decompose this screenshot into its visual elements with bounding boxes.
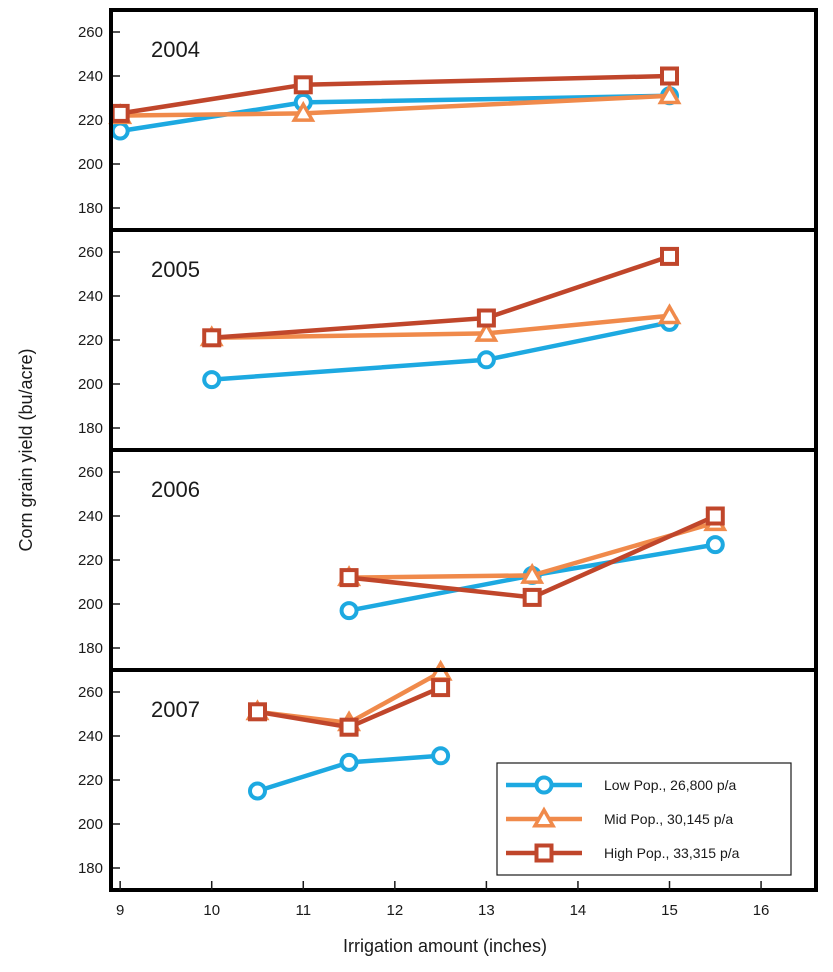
data-point-2006-0-0 <box>339 601 359 621</box>
y-tick-label-2004-240: 240 <box>78 68 103 85</box>
data-point-2007-2-2 <box>431 678 451 698</box>
panel-2004: 180 200 220 240 260 2004 <box>78 24 682 217</box>
legend: Low Pop., 26,800 p/a Mid Pop., 30,145 p/a… <box>496 762 792 876</box>
y-tick-label-2004-220: 220 <box>78 112 103 129</box>
panel-year-label-2005: 2005 <box>151 257 200 282</box>
y-tick-label-2007-180: 180 <box>78 860 103 877</box>
series-2005-0 <box>202 312 680 390</box>
x-axis: 9 10 11 12 13 14 15 16 <box>116 881 769 919</box>
data-point-2004-1-1 <box>291 100 316 122</box>
series-2005-1 <box>199 303 682 347</box>
data-point-2006-2-1 <box>522 587 542 607</box>
data-point-2004-2-0 <box>110 103 130 123</box>
series-2005-2 <box>202 246 680 348</box>
legend-entry-2: High Pop., 33,315 p/a <box>506 843 740 863</box>
data-point-2007-0-2 <box>431 746 451 766</box>
y-tick-label-2004-200: 200 <box>78 156 103 173</box>
y-tick-label-2006-220: 220 <box>78 552 103 569</box>
legend-marker-0 <box>534 775 554 795</box>
panel-frame-0 <box>109 8 818 232</box>
y-tick-label-2006-180: 180 <box>78 640 103 657</box>
data-point-2005-0-0 <box>202 370 222 390</box>
data-point-2005-1-1 <box>474 320 499 342</box>
x-tick-label-16: 16 <box>753 902 770 919</box>
data-point-2006-1-1 <box>520 562 545 584</box>
y-tick-label-2006-200: 200 <box>78 596 103 613</box>
y-tick-label-2004-260: 260 <box>78 24 103 41</box>
panels-layer: 1802002202402602004180200220240260200518… <box>78 24 728 877</box>
y-tick-label-2005-180: 180 <box>78 420 103 437</box>
data-point-2005-1-2 <box>657 303 682 325</box>
legend-marker-1 <box>531 806 557 828</box>
y-tick-label-2007-220: 220 <box>78 772 103 789</box>
y-tick-label-2005-200: 200 <box>78 376 103 393</box>
frame-layer <box>109 8 818 892</box>
legend-marker-2 <box>534 843 554 863</box>
panel-year-label-2006: 2006 <box>151 477 200 502</box>
y-tick-label-2007-260: 260 <box>78 684 103 701</box>
y-tick-label-2004-180: 180 <box>78 200 103 217</box>
panel-2006: 180 200 220 240 260 2006 <box>78 464 728 657</box>
x-tick-label-12: 12 <box>386 902 403 919</box>
x-axis-title: Irrigation amount (inches) <box>343 936 547 956</box>
legend-label-0: Low Pop., 26,800 p/a <box>604 777 737 793</box>
data-point-2007-2-1 <box>339 717 359 737</box>
data-point-2004-2-1 <box>293 75 313 95</box>
panel-2007: 180 200 220 240 260 2007 <box>78 659 453 877</box>
data-point-2005-0-1 <box>476 350 496 370</box>
data-point-2005-2-1 <box>476 308 496 328</box>
series-2007-2 <box>247 678 451 737</box>
series-line-2006-2 <box>346 513 718 600</box>
data-point-2004-2-2 <box>660 66 680 86</box>
x-tick-label-13: 13 <box>478 902 495 919</box>
data-point-2007-0-1 <box>339 752 359 772</box>
series-2004-2 <box>110 66 680 123</box>
series-2006-1 <box>337 510 728 587</box>
y-tick-label-2005-260: 260 <box>78 244 103 261</box>
data-point-2006-0-2 <box>705 535 725 555</box>
y-tick-label-2007-200: 200 <box>78 816 103 833</box>
y-tick-label-2005-220: 220 <box>78 332 103 349</box>
legend-label-1: Mid Pop., 30,145 p/a <box>604 811 733 827</box>
x-tick-label-14: 14 <box>570 902 587 919</box>
panel-year-label-2004: 2004 <box>151 37 200 62</box>
panel-frame-3 <box>109 668 818 892</box>
data-point-2004-1-2 <box>657 83 682 105</box>
y-tick-label-2006-240: 240 <box>78 508 103 525</box>
data-point-2006-2-2 <box>705 506 725 526</box>
x-tick-label-11: 11 <box>295 902 311 919</box>
series-line-2005-2 <box>209 254 672 341</box>
y-tick-label-2007-240: 240 <box>78 728 103 745</box>
legend-entry-1: Mid Pop., 30,145 p/a <box>506 806 733 828</box>
data-point-2007-0-0 <box>247 781 267 801</box>
x-tick-label-15: 15 <box>661 902 678 919</box>
legend-label-2: High Pop., 33,315 p/a <box>604 845 740 861</box>
panel-frame-2 <box>109 448 818 672</box>
series-2007-0 <box>247 746 451 801</box>
data-point-2007-2-0 <box>247 702 267 722</box>
data-point-2006-2-0 <box>339 568 359 588</box>
data-point-2005-2-0 <box>202 328 222 348</box>
panel-2005: 180 200 220 240 260 2005 <box>78 244 682 437</box>
y-axis-title: Corn grain yield (bu/acre) <box>16 348 36 551</box>
y-tick-label-2005-240: 240 <box>78 288 103 305</box>
panel-year-label-2007: 2007 <box>151 697 200 722</box>
y-tick-label-2006-260: 260 <box>78 464 103 481</box>
x-tick-label-9: 9 <box>116 902 124 919</box>
legend-entry-0: Low Pop., 26,800 p/a <box>506 775 737 795</box>
x-tick-label-10: 10 <box>203 902 220 919</box>
series-2006-2 <box>339 506 725 607</box>
data-point-2004-0-0 <box>110 121 130 141</box>
data-point-2005-2-2 <box>660 246 680 266</box>
